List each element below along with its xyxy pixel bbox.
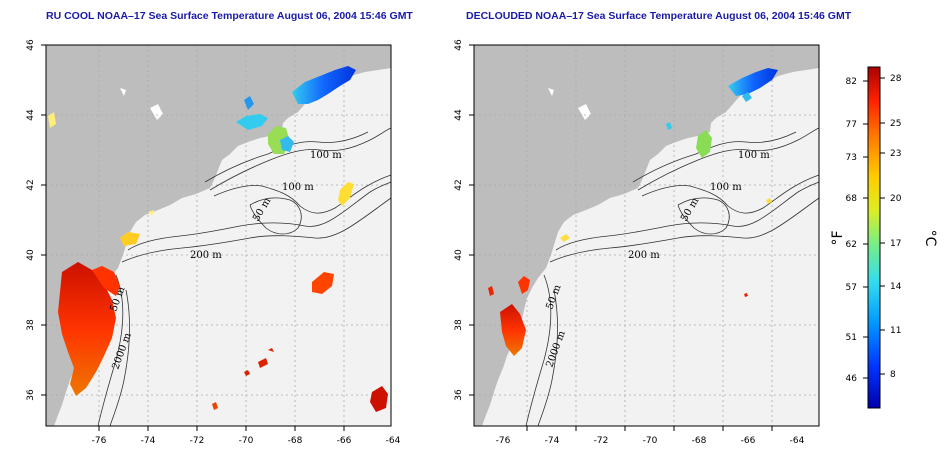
grid-lines xyxy=(474,45,819,426)
lat-tick-label: 42 xyxy=(26,179,36,190)
map-panel-right: 100 m 100 m 50 m 200 m 50 m 2000 m -76 -… xyxy=(454,39,820,446)
fahrenheit-tick: 82 xyxy=(846,77,857,87)
lon-tick-label: -64 xyxy=(790,436,805,446)
celsius-tick: 23 xyxy=(890,149,901,159)
lon-tick-label: -72 xyxy=(190,436,205,446)
lat-tick-label: 44 xyxy=(454,109,464,121)
land-mass xyxy=(474,45,819,426)
celsius-tick: 11 xyxy=(890,326,901,336)
bathymetry-contours xyxy=(97,127,392,427)
island xyxy=(115,63,129,71)
contour-label: 200 m xyxy=(190,250,222,261)
lon-tick-label: -68 xyxy=(692,436,707,446)
map-title-right: DECLOUDED NOAA–17 Sea Surface Temperatur… xyxy=(466,10,852,22)
lake xyxy=(120,88,163,120)
fahrenheit-tick: 57 xyxy=(846,283,857,293)
lon-tick-label: -72 xyxy=(594,436,609,446)
fahrenheit-tick: 73 xyxy=(846,153,857,163)
celsius-tick: 28 xyxy=(890,74,902,84)
colorbar: 82 77 73 68 62 57 51 46 28 25 23 20 17 1… xyxy=(830,66,938,409)
lat-tick-label: 42 xyxy=(454,179,464,190)
lon-tick-label: -70 xyxy=(643,436,658,446)
celsius-tick: 8 xyxy=(890,370,896,380)
celsius-unit-label: °C xyxy=(922,230,938,247)
axis-ticks xyxy=(41,44,345,431)
lat-tick-label: 36 xyxy=(26,389,36,401)
map-frame xyxy=(473,44,820,427)
land-mass xyxy=(46,45,391,426)
lat-tick-label: 46 xyxy=(454,39,464,51)
lon-tick-label: -68 xyxy=(288,436,303,446)
lon-tick-label: -76 xyxy=(92,436,107,446)
contour-label: 100 m xyxy=(282,182,314,193)
lake xyxy=(548,88,591,120)
lat-tick-label: 38 xyxy=(454,319,464,331)
lat-tick-label: 36 xyxy=(454,389,464,401)
sst-patches xyxy=(488,68,778,356)
axis-ticks xyxy=(469,44,773,431)
colorbar-ticks xyxy=(863,77,885,379)
lon-tick-label: -66 xyxy=(337,436,352,446)
celsius-tick: 20 xyxy=(890,194,902,204)
lat-tick-label: 40 xyxy=(454,249,464,261)
contour-label: 200 m xyxy=(628,250,660,261)
celsius-tick: 17 xyxy=(890,239,901,249)
lon-tick-label: -66 xyxy=(741,436,756,446)
contour-label: 100 m xyxy=(710,182,742,193)
lon-tick-label: -74 xyxy=(141,436,156,446)
fahrenheit-tick: 77 xyxy=(846,120,857,130)
bathymetry-contours xyxy=(525,127,820,427)
lat-tick-label: 38 xyxy=(26,319,36,331)
lon-tick-label: -76 xyxy=(496,436,511,446)
sst-patches xyxy=(48,66,388,412)
fahrenheit-tick: 46 xyxy=(846,374,858,384)
fahrenheit-tick: 62 xyxy=(846,240,857,250)
contour-label: 100 m xyxy=(310,150,342,161)
fahrenheit-tick: 68 xyxy=(846,194,858,204)
lat-tick-label: 46 xyxy=(26,39,36,51)
map-frame xyxy=(45,44,392,427)
map-panel-left: 100 m 100 m 50 m 200 m 50 m 2000 m -76 -… xyxy=(26,39,401,446)
fahrenheit-unit-label: °F xyxy=(830,230,846,245)
lon-tick-label: -74 xyxy=(545,436,560,446)
lon-tick-label: -64 xyxy=(386,436,401,446)
grid-lines xyxy=(46,45,391,426)
lon-tick-label: -70 xyxy=(239,436,254,446)
lat-tick-label: 44 xyxy=(26,109,36,121)
map-title-left: RU COOL NOAA–17 Sea Surface Temperature … xyxy=(46,10,413,22)
lat-tick-label: 40 xyxy=(26,249,36,261)
contour-label: 100 m xyxy=(738,150,770,161)
celsius-tick: 14 xyxy=(890,282,902,292)
celsius-tick: 25 xyxy=(890,119,901,129)
fahrenheit-tick: 51 xyxy=(846,333,857,343)
colorbar-gradient xyxy=(867,66,881,409)
